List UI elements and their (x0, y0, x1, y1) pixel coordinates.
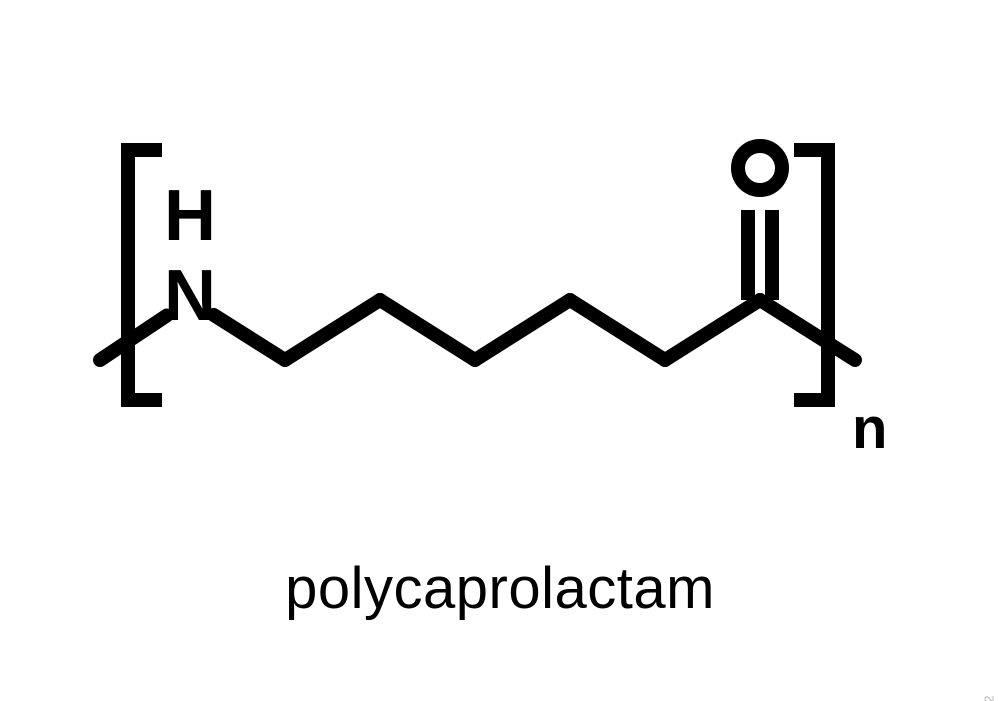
watermark-text: #478135482 (981, 695, 996, 701)
atom-label-nitrogen: N (164, 260, 216, 332)
repeat-subscript-n: n (852, 400, 887, 458)
atom-label-hydrogen: H (164, 180, 216, 252)
caption-text: polycaprolactam (285, 560, 715, 618)
